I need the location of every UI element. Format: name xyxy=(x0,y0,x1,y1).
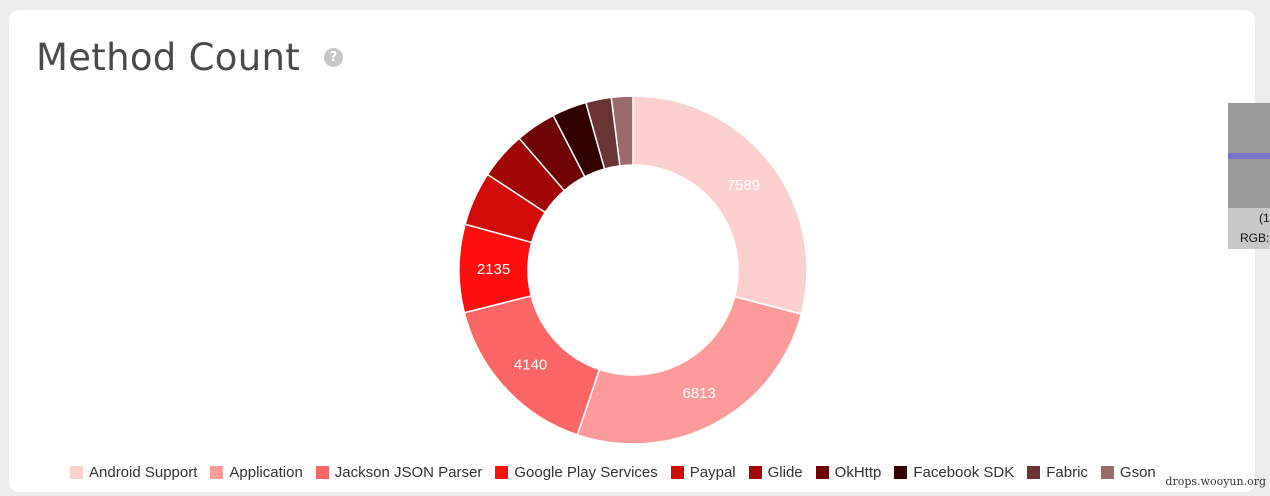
legend-swatch xyxy=(70,465,83,479)
legend-item-google-play-services[interactable]: Google Play Services xyxy=(495,463,658,481)
legend-label: Facebook SDK xyxy=(913,463,1015,481)
legend-label: Google Play Services xyxy=(514,463,658,481)
legend-item-glide[interactable]: Glide xyxy=(748,463,803,481)
page-title: Method Count xyxy=(36,36,301,79)
card-header: Method Count ? xyxy=(36,36,344,79)
slice-application[interactable] xyxy=(576,295,803,445)
legend-item-okhttp[interactable]: OkHttp xyxy=(815,463,882,481)
legend-item-jackson-json-parser[interactable]: Jackson JSON Parser xyxy=(315,463,483,481)
legend-swatch xyxy=(315,465,329,479)
legend-label: Jackson JSON Parser xyxy=(334,463,483,481)
legend-swatch xyxy=(1027,465,1041,479)
slice-android-support[interactable] xyxy=(632,95,808,316)
legend-label: OkHttp xyxy=(834,463,882,481)
legend-swatch xyxy=(210,465,224,479)
color-stripe xyxy=(1228,153,1270,159)
legend-label: Paypal xyxy=(689,463,736,481)
legend-item-fabric[interactable]: Fabric xyxy=(1027,464,1088,481)
slice-label-google-play-services: 2135 xyxy=(477,261,510,278)
color-readout-line2: RGB: xyxy=(1240,231,1270,245)
slice-gson[interactable] xyxy=(610,95,634,167)
slice-label-jackson-json-parser: 4140 xyxy=(514,357,547,374)
color-readout-area xyxy=(1228,208,1270,249)
legend-item-application[interactable]: Application xyxy=(210,463,303,481)
legend-label: Glide xyxy=(767,463,803,481)
color-picker-panel: (1 RGB: xyxy=(1228,103,1270,249)
legend-label: Android Support xyxy=(89,463,198,481)
question-circle-icon[interactable]: ? xyxy=(324,48,344,67)
slice-label-application: 6813 xyxy=(682,385,715,402)
legend-swatch xyxy=(815,465,829,479)
legend-item-android-support[interactable]: Android Support xyxy=(70,464,197,481)
legend-item-paypal[interactable]: Paypal xyxy=(670,463,736,481)
color-readout-line1: (1 xyxy=(1259,211,1270,225)
legend-swatch xyxy=(1100,465,1114,479)
legend-item-gson[interactable]: Gson xyxy=(1100,463,1156,481)
legend-swatch xyxy=(748,465,762,479)
chart-legend: Android Support Application Jackson JSON P… xyxy=(70,462,1156,482)
legend-item-facebook-sdk[interactable]: Facebook SDK xyxy=(894,464,1014,481)
legend-swatch xyxy=(670,465,684,479)
slice-label-android-support: 7589 xyxy=(727,177,760,194)
legend-label: Fabric xyxy=(1046,463,1088,481)
legend-swatch xyxy=(894,465,908,479)
legend-label: Gson xyxy=(1119,463,1156,481)
legend-label: Application xyxy=(229,463,303,481)
legend-swatch xyxy=(495,465,509,479)
watermark: drops.wooyun.org xyxy=(1165,475,1266,488)
